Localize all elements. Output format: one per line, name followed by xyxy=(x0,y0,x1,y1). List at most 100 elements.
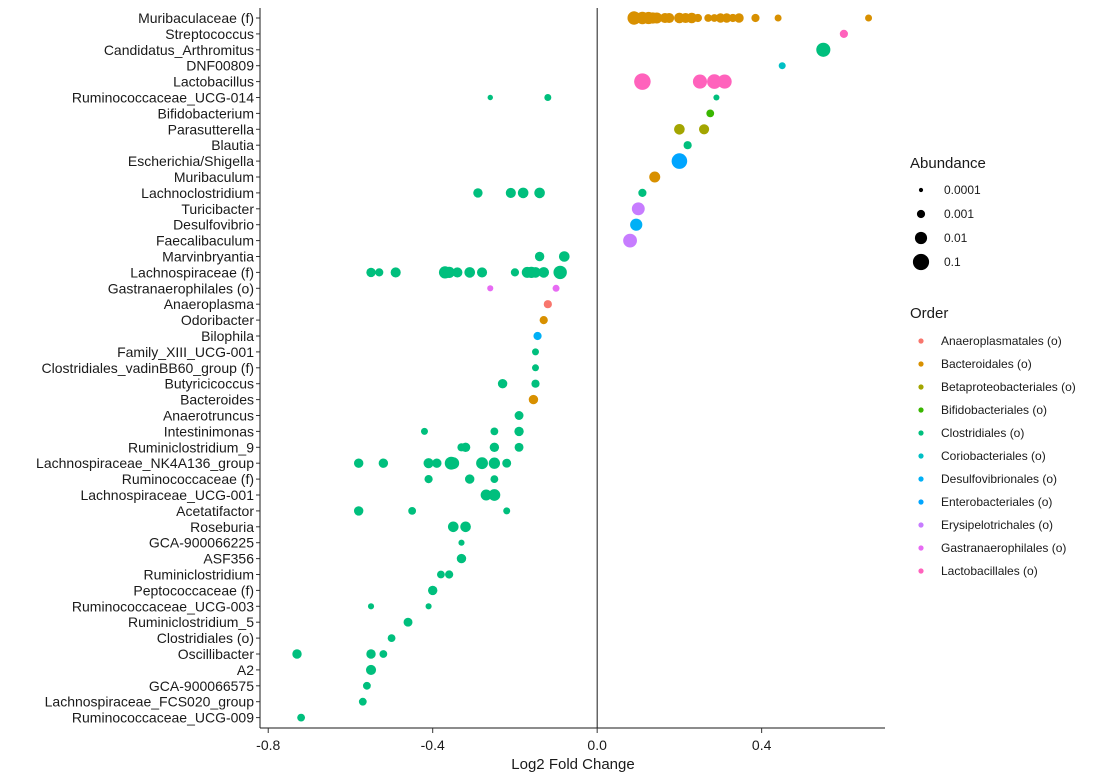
data-point xyxy=(543,300,552,309)
y-tick-label: Odoribacter xyxy=(181,312,254,328)
data-point xyxy=(531,364,539,372)
abundance-legend-key xyxy=(912,253,930,271)
data-point xyxy=(366,267,376,278)
data-point xyxy=(638,188,647,197)
data-point xyxy=(375,268,384,277)
data-point xyxy=(379,650,388,658)
order-legend-label: Betaproteobacteriales (o) xyxy=(941,380,1076,394)
data-point xyxy=(664,12,675,24)
data-point xyxy=(452,267,463,278)
data-point xyxy=(651,12,663,24)
data-point xyxy=(447,457,460,470)
data-point xyxy=(353,506,364,516)
abundance-legend-label: 0.01 xyxy=(944,231,968,245)
data-point xyxy=(387,634,396,643)
order-legend-key xyxy=(918,545,924,551)
abundance-legend-key xyxy=(914,231,928,245)
y-tick-label: Butyricicoccus xyxy=(165,376,254,392)
y-axis-labels: Muribaculaceae (f)StreptococcusCandidatu… xyxy=(36,10,260,726)
data-point xyxy=(353,458,364,468)
y-tick-label: Lachnospiraceae (f) xyxy=(130,264,254,280)
data-point xyxy=(366,649,376,659)
x-axis-ticks: -0.8 -0.4 0.0 0.4 xyxy=(256,728,772,753)
data-point xyxy=(517,187,529,199)
data-point xyxy=(378,458,389,468)
y-tick-label: Clostridiales_vadinBB60_group (f) xyxy=(42,360,254,376)
y-tick-label: Anaerotruncus xyxy=(163,408,254,424)
order-legend-key xyxy=(918,384,924,390)
data-point xyxy=(390,267,401,278)
data-point xyxy=(497,378,508,389)
data-point xyxy=(774,14,782,22)
data-point xyxy=(751,13,760,23)
y-tick-label: ASF356 xyxy=(203,551,254,567)
data-point xyxy=(488,457,501,469)
data-point xyxy=(514,442,524,452)
order-legend-key xyxy=(918,522,924,528)
order-legend-key xyxy=(918,338,924,344)
y-tick-label: Blautia xyxy=(211,137,254,153)
order-legend-label: Anaeroplasmatales (o) xyxy=(941,334,1062,348)
data-point xyxy=(558,251,570,262)
y-tick-label: Anaeroplasma xyxy=(164,296,254,312)
abundance-legend-key xyxy=(918,187,924,193)
y-tick-label: Lactobacillus xyxy=(173,74,254,90)
order-legend-label: Desulfovibrionales (o) xyxy=(941,472,1057,486)
data-point xyxy=(487,285,494,292)
y-tick-label: Ruminiclostridium_9 xyxy=(128,439,254,455)
y-tick-label: Turicibacter xyxy=(181,201,254,217)
data-point xyxy=(443,266,455,279)
abundance-legend-label: 0.001 xyxy=(944,207,974,221)
y-tick-label: Desulfovibrio xyxy=(173,217,254,233)
data-point xyxy=(514,411,524,420)
data-point xyxy=(674,123,685,135)
abundance-legend-label: 0.0001 xyxy=(944,183,981,197)
data-point xyxy=(456,553,467,564)
data-point xyxy=(505,187,516,198)
y-tick-label: Peptococcaceae (f) xyxy=(133,582,254,598)
data-point xyxy=(445,570,454,579)
y-tick-label: Ruminococcaceae_UCG-003 xyxy=(72,598,254,614)
data-point xyxy=(490,475,499,484)
data-point xyxy=(713,94,720,101)
y-tick-label: Bifidobacterium xyxy=(158,105,255,121)
order-legend-label: Lactobacillales (o) xyxy=(941,564,1038,578)
y-tick-label: Clostridiales (o) xyxy=(157,630,254,646)
data-point xyxy=(480,489,492,501)
data-point xyxy=(408,506,417,515)
data-point xyxy=(816,42,831,57)
data-point xyxy=(631,202,645,216)
order-legend-key xyxy=(918,361,924,367)
data-point xyxy=(447,521,459,533)
data-point xyxy=(552,284,560,292)
order-legend-label: Erysipelotrichales (o) xyxy=(941,518,1053,532)
y-tick-label: Intestinimonas xyxy=(164,423,254,439)
y-tick-label: GCA-900066575 xyxy=(149,678,254,694)
data-point xyxy=(865,14,873,22)
data-point xyxy=(683,141,692,150)
data-point xyxy=(424,475,433,484)
y-tick-label: Roseburia xyxy=(190,519,254,535)
order-legend-key xyxy=(918,499,924,505)
y-tick-label: Faecalibaculum xyxy=(156,233,254,249)
y-tick-label: Ruminococcaceae_UCG-009 xyxy=(72,710,254,726)
y-tick-label: A2 xyxy=(237,662,254,678)
x-tick-label: -0.8 xyxy=(256,737,280,753)
data-point xyxy=(538,267,550,278)
data-point xyxy=(420,427,428,435)
data-point xyxy=(297,713,306,722)
data-point xyxy=(693,13,703,23)
data-point xyxy=(365,664,377,675)
order-legend-key xyxy=(918,476,924,482)
data-point xyxy=(839,29,848,38)
y-tick-label: Acetatifactor xyxy=(176,503,254,519)
y-tick-label: Streptococcus xyxy=(165,26,254,42)
data-point xyxy=(533,331,542,341)
data-point xyxy=(692,74,708,89)
order-legend-label: Enterobacteriales (o) xyxy=(941,495,1052,509)
data-point xyxy=(489,442,500,453)
y-tick-label: Lachnospiraceae_UCG-001 xyxy=(80,487,254,503)
y-tick-label: Lachnoclostridium xyxy=(141,185,254,201)
y-tick-label: Family_XIII_UCG-001 xyxy=(117,344,254,360)
